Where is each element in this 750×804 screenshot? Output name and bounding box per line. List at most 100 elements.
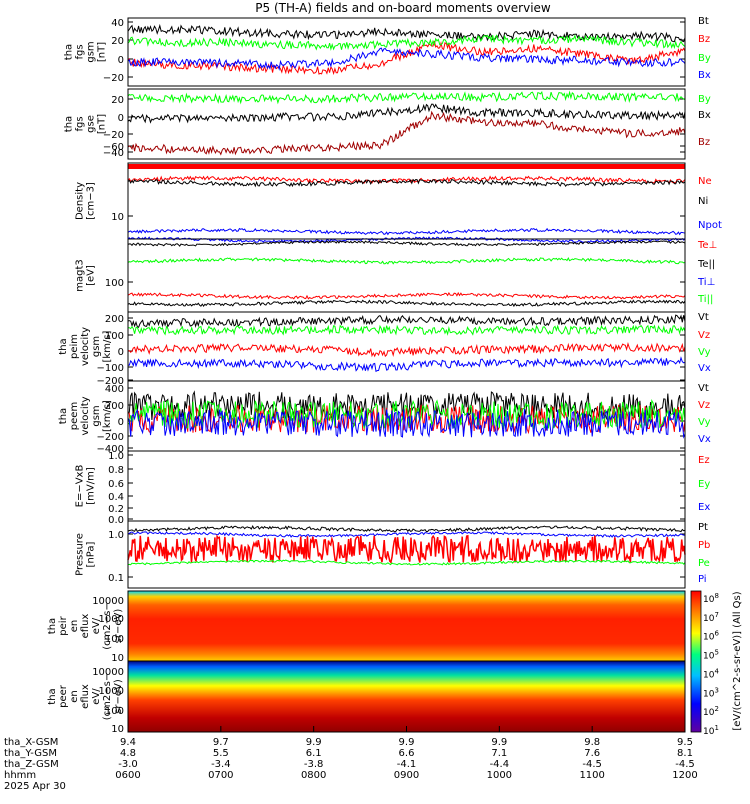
y-tick-label: 100 xyxy=(105,706,124,717)
y-axis-label: en xyxy=(69,620,80,633)
colorbar-tick-label: 106 xyxy=(703,630,719,643)
y-tick-label: 0.1 xyxy=(108,573,124,584)
y-axis-label: [nPa] xyxy=(86,541,97,567)
colorbar-tick-label: 104 xyxy=(703,667,719,680)
legend-label-Vt: Vt xyxy=(698,383,709,394)
legend-label-Vz: Vz xyxy=(698,400,710,411)
y-tick-label: 0.2 xyxy=(108,504,124,515)
y-axis-label: Pressure xyxy=(75,533,86,576)
series-line-Vx xyxy=(127,356,686,373)
legend-label-Vx: Vx xyxy=(698,363,711,374)
y-tick-label: 1.0 xyxy=(108,530,124,541)
series-line-Te-perp-blue xyxy=(127,236,686,243)
y-tick-label: −60 xyxy=(103,142,124,153)
x-gsm-value: 9.5 xyxy=(677,737,693,748)
y-axis-label: tha xyxy=(47,688,58,704)
panel-peer_eflux: tha peer en eflux eV/(cm2−s− sr−eV)10000 1000 1… xyxy=(47,660,686,735)
colorbar-tick-label: 103 xyxy=(703,686,719,699)
ephem-label: tha_Z-GSM xyxy=(4,759,59,770)
legend-label-Npot: Npot xyxy=(698,220,722,231)
legend-label-Bx: Bx xyxy=(698,110,711,121)
y-gsm-value: 8.1 xyxy=(677,748,693,759)
y-tick-label: 40 xyxy=(111,18,124,29)
legend-label-Ni: Ni xyxy=(698,196,708,207)
y-axis-label: gsm xyxy=(86,41,97,62)
y-tick-label: 0.8 xyxy=(108,465,124,476)
legend-label-Bt: Bt xyxy=(698,16,709,27)
ephem-label: tha_X-GSM xyxy=(4,737,58,748)
legend-label-By: By xyxy=(698,53,711,64)
panel-pressure: Pressure [nPa] 1.0 0.1 Pt Pb Pe Pi xyxy=(75,520,710,589)
series-line-Bx xyxy=(127,47,686,71)
y-axis-label: magt3 xyxy=(75,259,86,292)
colorbar-tick-label: 108 xyxy=(703,592,719,605)
y-axis-label: gse xyxy=(86,115,97,133)
legend-label-Pe: Pe xyxy=(698,558,710,569)
series-line-Bz xyxy=(127,40,686,76)
y-axis-label: tha xyxy=(64,116,75,132)
y-gsm-value: 6.6 xyxy=(399,748,415,759)
y-axis-label: [eV] xyxy=(86,265,97,286)
series-line-Npot xyxy=(127,227,686,236)
y-axis-label: peem xyxy=(69,402,80,430)
y-axis-label: en xyxy=(69,690,80,703)
y-tick-label: 1000 xyxy=(99,614,124,625)
y-tick-label: 20 xyxy=(111,95,124,106)
hhmm-value: 0900 xyxy=(394,770,419,781)
y-tick-label: 100 xyxy=(105,278,124,289)
panel-peem_velocity: tha peem velocity gsm [km/s] 400 200 0 −200−400 V… xyxy=(58,380,711,455)
y-tick-label: 1000 xyxy=(99,686,124,697)
ephem-label: tha_Y-GSM xyxy=(4,748,57,759)
series-line-Ti-par xyxy=(127,299,686,308)
y-gsm-value: 4.8 xyxy=(120,748,136,759)
y-tick-label: −40 xyxy=(103,148,124,159)
legend-label-Pt: Pt xyxy=(698,522,708,533)
hhmm-value: 1200 xyxy=(672,770,697,781)
x-gsm-value: 9.9 xyxy=(491,737,507,748)
legend-label-Ti||: Ti|| xyxy=(697,294,713,305)
y-tick-label: 10 xyxy=(111,724,124,735)
x-gsm-value: 9.7 xyxy=(213,737,229,748)
y-tick-label: 20 xyxy=(111,36,124,47)
series-line-Pe xyxy=(127,559,686,566)
y-axis-label: velocity xyxy=(80,396,91,435)
hhmm-value: 1000 xyxy=(487,770,512,781)
panel-frame xyxy=(127,88,686,160)
y-axis-label: eV/ xyxy=(91,617,102,634)
y-tick-label: 100 xyxy=(105,331,124,342)
colorbar-tick-label: 105 xyxy=(703,649,719,662)
y-axis-label: gsm xyxy=(91,405,102,426)
legend-label-Bz: Bz xyxy=(698,34,710,45)
series-line-Vy xyxy=(128,324,686,336)
legend-label-Vy: Vy xyxy=(698,347,711,358)
y-tick-label: 400 xyxy=(105,384,124,395)
y-axis-label: (cm2−s− xyxy=(102,673,113,720)
y-axis-label: [km/s] xyxy=(102,400,113,432)
legend-label-Vy: Vy xyxy=(698,417,711,428)
y-tick-label: −100 xyxy=(97,363,124,374)
y-tick-label: 0.4 xyxy=(108,492,124,503)
y-gsm-value: 5.5 xyxy=(213,748,229,759)
series-line-Bx xyxy=(127,103,686,124)
y-tick-label: 10000 xyxy=(92,667,124,678)
date-label: 2025 Apr 30 xyxy=(4,781,66,792)
y-axis-label: eV/ xyxy=(91,688,102,705)
ephem-label: hhmm xyxy=(4,770,36,781)
colorbar-label: [eV/(cm^2-s-sr-eV)] (All Qs) xyxy=(732,591,743,730)
y-axis-label: sr−eV) xyxy=(113,679,124,714)
y-tick-label: 10 xyxy=(111,653,124,664)
y-axis-label: sr−eV) xyxy=(113,609,124,644)
panel-peir_eflux: tha peir en eflux eV/(cm2−s− sr−eV) 10000 1000 1… xyxy=(47,590,686,664)
x-gsm-value: 9.8 xyxy=(584,737,600,748)
colorbar-tick-label: 102 xyxy=(703,705,719,718)
y-tick-label: 0 xyxy=(118,417,124,428)
y-axis-label: velocity xyxy=(80,327,91,366)
y-axis-label: E=−VxB xyxy=(75,465,86,508)
series-line-Vy xyxy=(127,399,686,430)
spectrogram-peer_eflux xyxy=(128,661,685,732)
z-gsm-value: -3.4 xyxy=(211,759,231,770)
legend-label-Vx: Vx xyxy=(698,434,711,445)
y-axis-label: tha xyxy=(58,338,69,354)
y-axis-label: [km/s] xyxy=(102,330,113,362)
hhmm-value: 0700 xyxy=(208,770,233,781)
